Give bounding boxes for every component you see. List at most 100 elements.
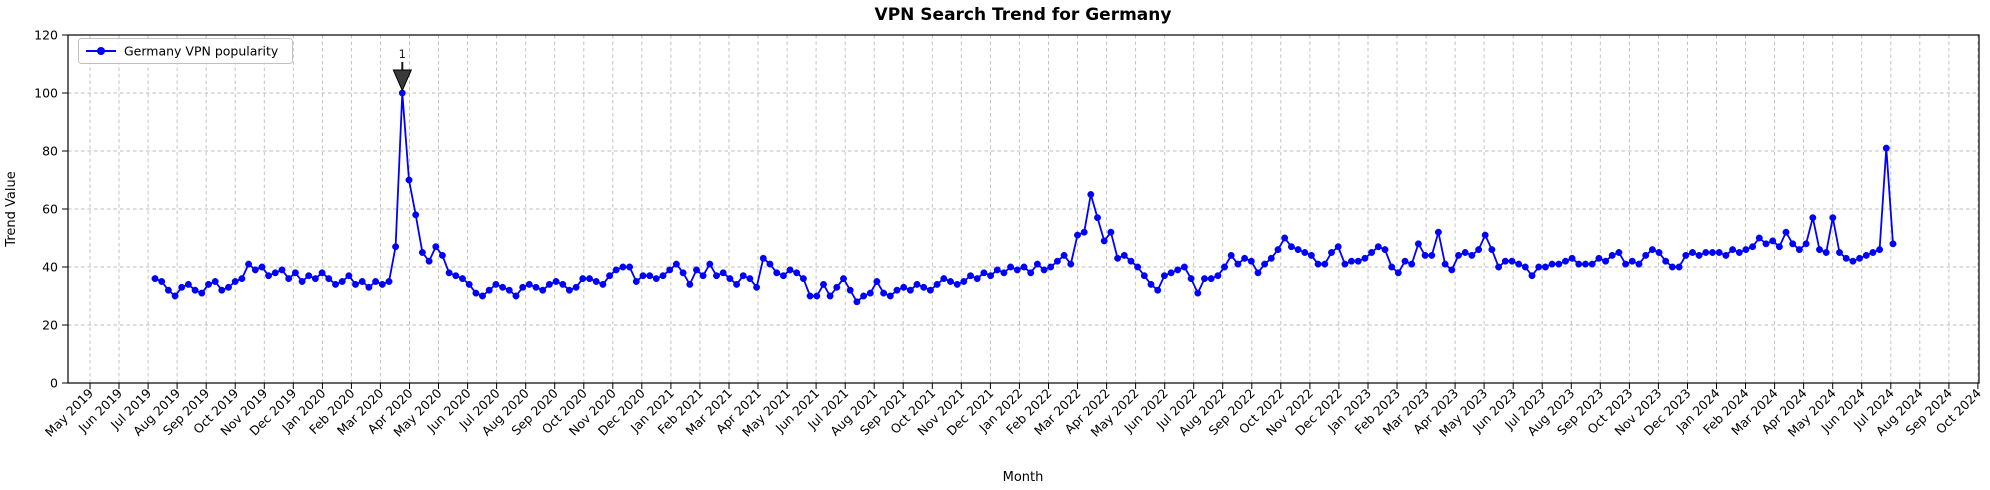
data-point-marker (1468, 251, 1476, 259)
data-point-marker (552, 278, 560, 285)
data-point-marker (1140, 272, 1148, 280)
data-point-marker (171, 292, 179, 300)
peak-annotation (392, 62, 413, 92)
data-point-marker (1441, 260, 1449, 268)
data-point-marker (826, 292, 834, 300)
data-point-marker (873, 278, 881, 285)
data-point-marker (405, 176, 413, 184)
data-point-marker (733, 280, 741, 288)
data-point-marker (820, 280, 827, 288)
data-point-marker (298, 278, 306, 285)
data-point-marker (1401, 257, 1409, 265)
data-point-marker (1695, 251, 1703, 259)
data-point-marker (1421, 251, 1429, 259)
data-point-marker (599, 280, 607, 288)
data-point-marker (1221, 263, 1228, 271)
data-point-marker (345, 272, 353, 280)
data-point-marker (231, 278, 239, 285)
data-point-marker (425, 257, 433, 265)
y-tick-label: 40 (42, 260, 58, 275)
data-point-marker (1689, 249, 1696, 256)
data-point-marker (325, 275, 333, 283)
data-point-marker (271, 269, 279, 277)
data-point-marker (1515, 260, 1523, 268)
data-point-marker (1789, 240, 1797, 248)
data-point-marker (612, 266, 620, 274)
data-point-marker (1475, 246, 1483, 254)
data-point-marker (1769, 237, 1777, 245)
data-point-marker (1882, 144, 1890, 152)
data-point-marker (1876, 246, 1884, 254)
data-point-marker (1314, 260, 1322, 268)
data-point-marker (332, 280, 339, 288)
legend-marker-icon (97, 47, 105, 55)
data-point-marker (1562, 257, 1569, 265)
y-tick-label: 100 (34, 86, 58, 101)
data-point-marker (492, 280, 500, 288)
data-point-marker (606, 272, 614, 280)
data-point-marker (1668, 263, 1676, 271)
data-point-marker (318, 269, 326, 277)
data-point-marker (1254, 269, 1262, 277)
data-point-marker (1836, 249, 1843, 256)
annotation-label: 1 (399, 47, 406, 61)
data-point-marker (1180, 263, 1188, 271)
data-point-marker (211, 278, 219, 285)
data-point-marker (893, 286, 901, 294)
data-point-marker (713, 272, 720, 280)
data-point-marker (1595, 254, 1603, 262)
data-point-marker (993, 266, 1001, 274)
data-point-marker (525, 280, 533, 288)
data-point-marker (1648, 246, 1656, 254)
data-point-marker (646, 272, 654, 280)
data-point-marker (1160, 272, 1168, 280)
data-point-marker (1100, 237, 1108, 245)
data-point-marker (813, 292, 821, 300)
data-point-marker (753, 283, 761, 291)
data-point-marker (1608, 251, 1616, 259)
legend-box (78, 38, 293, 64)
data-point-marker (940, 275, 948, 283)
data-point-marker (278, 266, 286, 274)
data-point-marker (659, 272, 667, 280)
data-point-marker (1775, 243, 1783, 251)
data-point-marker (1501, 257, 1509, 265)
data-point-marker (947, 278, 954, 285)
data-point-marker (365, 283, 373, 291)
data-point-marker (1294, 246, 1302, 254)
data-point-marker (1381, 246, 1389, 254)
data-point-marker (1408, 260, 1416, 268)
data-point-marker (1154, 286, 1162, 294)
data-point-marker (1729, 246, 1737, 254)
data-point-marker (191, 286, 199, 294)
data-point-marker (1682, 251, 1690, 259)
data-point-marker (980, 269, 988, 277)
data-point-marker (1555, 260, 1563, 268)
data-point-marker (1234, 260, 1242, 268)
data-point-marker (1127, 257, 1135, 265)
data-point-marker (1662, 257, 1670, 265)
data-point-marker (285, 275, 293, 283)
y-tick-label: 120 (34, 28, 58, 43)
data-point-marker (1040, 266, 1048, 274)
data-point-marker (786, 266, 794, 274)
data-point-marker (880, 289, 888, 297)
data-point-marker (1642, 251, 1650, 259)
data-point-marker (1849, 257, 1857, 265)
data-point-marker (1709, 249, 1716, 256)
data-point-marker (158, 278, 166, 285)
data-point-marker (1628, 257, 1636, 265)
data-point-marker (1328, 249, 1335, 256)
data-point-marker (1842, 254, 1850, 262)
data-point-marker (860, 292, 868, 300)
data-point-marker (151, 275, 159, 283)
data-point-marker (1067, 260, 1075, 268)
data-point-marker (452, 272, 460, 280)
data-point-marker (1007, 263, 1015, 271)
data-point-marker (759, 254, 767, 262)
data-point-marker (251, 266, 259, 274)
data-point-marker (519, 283, 527, 291)
data-point-marker (1548, 260, 1556, 268)
